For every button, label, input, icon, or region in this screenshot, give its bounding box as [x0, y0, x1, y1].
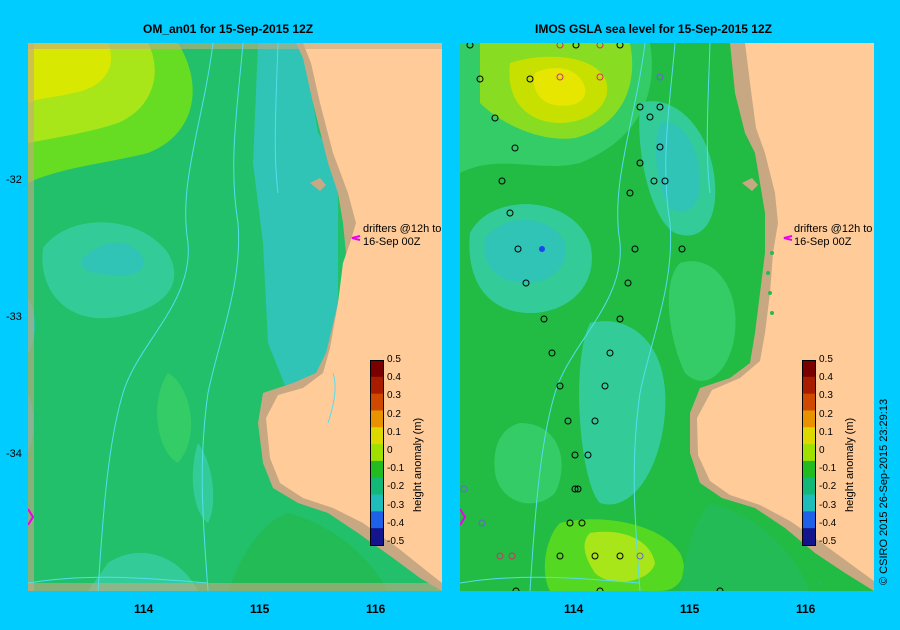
- colorbar-tick-label: -0.4: [819, 517, 837, 529]
- lon-label: 114: [564, 602, 584, 616]
- colorbar-segment: [802, 393, 816, 411]
- colorbar-tick-label: 0.4: [819, 372, 833, 384]
- colorbar-segment: [370, 360, 384, 378]
- colorbar-segment: [370, 511, 384, 529]
- colorbar-segment: [802, 427, 816, 445]
- drifter-marker: [28, 508, 35, 526]
- colorbar-left: [370, 360, 384, 546]
- colorbar-tick-label: 0.5: [819, 354, 833, 365]
- colorbar-tick-label: 0.2: [819, 408, 833, 420]
- shelf-cyan-region: [253, 43, 338, 393]
- colorbar-tick-label: -0.5: [819, 536, 837, 547]
- colorbar-segment: [370, 460, 384, 479]
- colorbar-title: height anomaly (m): [844, 417, 856, 512]
- lat-label: -32: [6, 174, 22, 186]
- colorbar-tick-label: 0: [819, 445, 825, 456]
- colorbar-segment: [802, 477, 816, 496]
- colorbar-tick-label: -0.4: [387, 517, 405, 529]
- colorbar-segment: [370, 528, 384, 546]
- colorbar-segment: [370, 494, 384, 512]
- colorbar-tick-label: -0.2: [819, 481, 837, 493]
- drifter-arrow: [783, 235, 793, 241]
- left-panel-title: OM_an01 for 15-Sep-2015 12Z: [143, 22, 314, 36]
- colorbar-tick-label: -0.3: [819, 499, 837, 511]
- land: [697, 43, 874, 581]
- copyright: © CSIRO 2015 26-Sep-2015 23:29:13: [878, 398, 890, 585]
- colorbar-tick-label: -0.1: [387, 463, 405, 475]
- colorbar-segment: [370, 444, 384, 462]
- colorbar-segment: [802, 376, 816, 395]
- colorbar-segment: [802, 494, 816, 512]
- colorbar-segment: [370, 393, 384, 411]
- colorbar-segment: [370, 410, 384, 428]
- colorbar-tick-label: 0.1: [387, 426, 401, 438]
- drifter-arrow: [351, 235, 361, 241]
- right-map: [460, 43, 874, 591]
- colorbar-tick-label: 0: [387, 445, 393, 456]
- colorbar-tick-label: 0.2: [387, 408, 401, 420]
- colorbar-segment: [802, 444, 816, 462]
- observation-markers: [460, 43, 724, 591]
- colorbar-segment: [802, 460, 816, 479]
- lon-label: 114: [134, 602, 154, 616]
- colorbar-segment: [802, 410, 816, 428]
- colorbar-segment: [802, 360, 816, 378]
- right-panel-title: IMOS GSLA sea level for 15-Sep-2015 12Z: [535, 22, 772, 36]
- colorbar-tick-label: -0.2: [387, 481, 405, 493]
- colorbar-segment: [370, 427, 384, 445]
- drifters-note: drifters @12h to 16-Sep 00Z: [794, 223, 873, 248]
- colorbar-tick-label: 0.4: [387, 372, 401, 384]
- colorbar-right: [802, 360, 816, 546]
- lon-label: 115: [680, 602, 700, 616]
- colorbar-segment: [370, 376, 384, 395]
- lon-label: 116: [796, 602, 816, 616]
- drifters-note: drifters @12h to 16-Sep 00Z: [363, 223, 442, 248]
- colorbar-segment: [370, 477, 384, 496]
- colorbar-tick-label: 0.3: [387, 390, 401, 402]
- colorbar-tick-label: 0.3: [819, 390, 833, 402]
- colorbar-tick-label: 0.5: [387, 354, 401, 365]
- lat-label: -34: [6, 448, 22, 460]
- lat-label: -33: [6, 311, 22, 323]
- colorbar-segment: [802, 528, 816, 546]
- colorbar-tick-label: -0.5: [387, 536, 405, 547]
- colorbar-tick-label: 0.1: [819, 426, 833, 438]
- left-map: [28, 43, 442, 591]
- drifter-marker: [460, 508, 467, 526]
- colorbar-tick-label: -0.1: [819, 463, 837, 475]
- land: [266, 43, 442, 583]
- colorbar-tick-label: -0.3: [387, 499, 405, 511]
- colorbar-segment: [802, 511, 816, 529]
- lon-label: 116: [366, 602, 386, 616]
- lon-label: 115: [250, 602, 270, 616]
- colorbar-title: height anomaly (m): [412, 417, 424, 512]
